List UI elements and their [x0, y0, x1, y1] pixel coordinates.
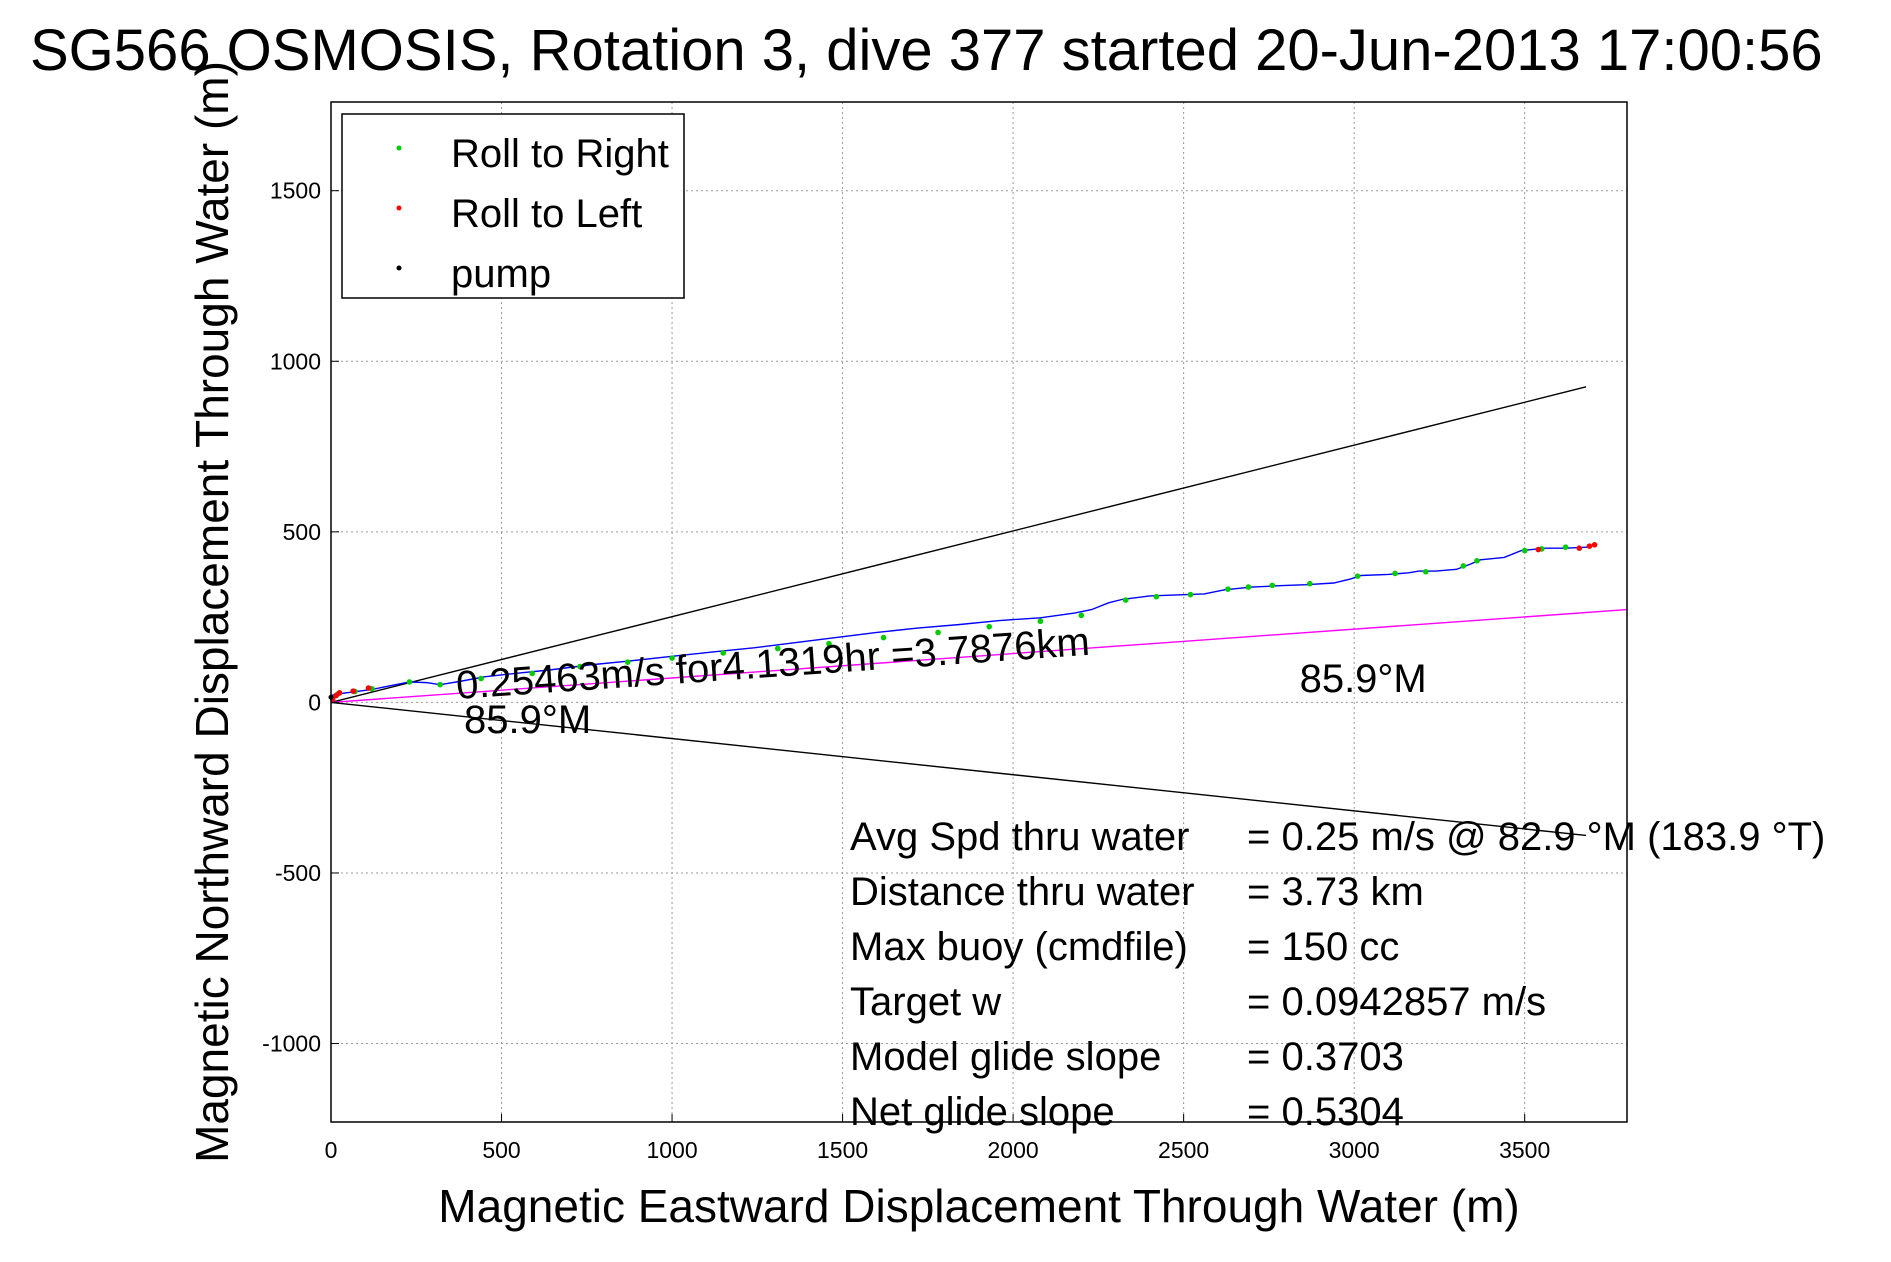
series [328, 541, 1598, 702]
x-tick-label: 1000 [646, 1137, 697, 1163]
annotation-text: 85.9°M [1300, 657, 1427, 701]
reference-line [330, 386, 1587, 704]
stat-value: = 0.5304 [1247, 1090, 1404, 1134]
roll-to-right-point [669, 655, 675, 661]
stat-label: Avg Spd thru water [850, 815, 1189, 859]
x-tick-label: 2000 [988, 1137, 1039, 1163]
roll-to-left-point [1576, 545, 1583, 552]
roll-to-right-point [624, 659, 631, 665]
stat-value: = 0.3703 [1247, 1035, 1404, 1079]
reference-line [330, 701, 1587, 837]
roll-to-right-point [1354, 573, 1361, 579]
roll-to-right-point [720, 650, 727, 656]
roll-to-right-point [1153, 593, 1160, 600]
y-tick-label: -500 [275, 860, 321, 886]
x-tick-label: 500 [482, 1137, 520, 1163]
stat-label: Distance thru water [850, 870, 1195, 914]
stats-block: Avg Spd thru water = 0.25 m/s @ 82.9 °M (… [850, 815, 1825, 1134]
y-tick-label: 1000 [270, 348, 321, 374]
roll-to-right-point [1245, 584, 1252, 590]
legend-label: pump [451, 252, 551, 296]
stat-value: = 150 cc [1247, 925, 1399, 969]
roll-to-right-point [1562, 544, 1569, 550]
chart-title: SG566 OSMOSIS, Rotation 3, dive 377 star… [30, 18, 1823, 83]
annotation-text: 0.25463m/s for4.1319hr =3.7876km [455, 620, 1091, 708]
roll-to-right-point [880, 634, 887, 641]
roll-to-right-point [1422, 568, 1429, 575]
x-tick-label: 2500 [1158, 1137, 1209, 1163]
y-axis-label: Magnetic Northward Displacement Through … [186, 61, 238, 1163]
stat-value: = 3.73 km [1247, 870, 1424, 914]
roll-to-right-point [478, 675, 484, 682]
roll-to-right-point [826, 640, 832, 647]
roll-to-right-point [986, 623, 993, 630]
y-tick-label: 1500 [270, 178, 321, 204]
y-tick-label: 0 [308, 689, 321, 715]
x-axis-label: Magnetic Eastward Displacement Through W… [438, 1180, 1519, 1232]
roll-to-right-point [1078, 612, 1085, 619]
roll-to-left-point [1591, 541, 1598, 548]
roll-to-right-point [1392, 570, 1398, 577]
roll-to-right-point [406, 679, 413, 685]
roll-to-right-point [1037, 618, 1044, 625]
y-tick-label: 500 [283, 519, 321, 545]
reference-lines [330, 386, 1628, 837]
legend-marker [396, 265, 402, 271]
legend-label: Roll to Right [451, 132, 669, 176]
roll-to-left-point [350, 688, 356, 694]
roll-to-left-point [1586, 543, 1593, 549]
legend: Roll to Right Roll to Left pump [341, 113, 685, 299]
roll-to-left-point [336, 690, 343, 696]
roll-to-right-point [1307, 580, 1313, 587]
stat-value: = 0.0942857 m/s [1247, 980, 1546, 1024]
roll-to-right-point [1122, 597, 1129, 603]
roll-to-left-point [365, 685, 372, 691]
roll-to-right-point [529, 670, 536, 677]
annotations: 0.25463m/s for4.1319hr =3.7876km85.9°M85… [455, 620, 1427, 742]
annotation-text: 85.9°M [464, 698, 591, 742]
x-tick-label: 3000 [1329, 1137, 1380, 1163]
roll-to-right-point [1269, 582, 1276, 589]
roll-to-right-point [577, 663, 583, 670]
y-tick-label: -1000 [262, 1031, 321, 1057]
roll-to-right-point [935, 629, 941, 636]
stat-label: Model glide slope [850, 1035, 1161, 1079]
roll-to-right-point [1225, 586, 1231, 592]
stat-label: Net glide slope [850, 1090, 1115, 1134]
roll-to-right-point [1460, 563, 1467, 569]
roll-to-left-point [1535, 546, 1542, 553]
roll-to-right-point [1521, 547, 1528, 554]
roll-to-right-point [437, 681, 443, 688]
stat-label: Target w [850, 980, 1001, 1024]
x-tick-label: 1500 [817, 1137, 868, 1163]
stat-value: = 0.25 m/s @ 82.9 °M (183.9 °T) [1247, 815, 1825, 859]
roll-to-right-point [1474, 558, 1480, 564]
legend-label: Roll to Left [451, 192, 642, 236]
tick-labels: 0 500 1000 1500 2000 2500 3000 3500 -1000 -500 0 50… [262, 178, 1550, 1163]
roll-to-right-point [774, 645, 781, 652]
x-tick-label: 0 [325, 1137, 338, 1163]
stat-label: Max buoy (cmdfile) [850, 925, 1188, 969]
plot-area-frame [330, 101, 1628, 1123]
reference-line [330, 608, 1628, 704]
legend-marker [396, 145, 402, 151]
roll-to-right-point [1187, 591, 1194, 598]
x-tick-label: 3500 [1499, 1137, 1550, 1163]
legend-marker [396, 205, 402, 211]
